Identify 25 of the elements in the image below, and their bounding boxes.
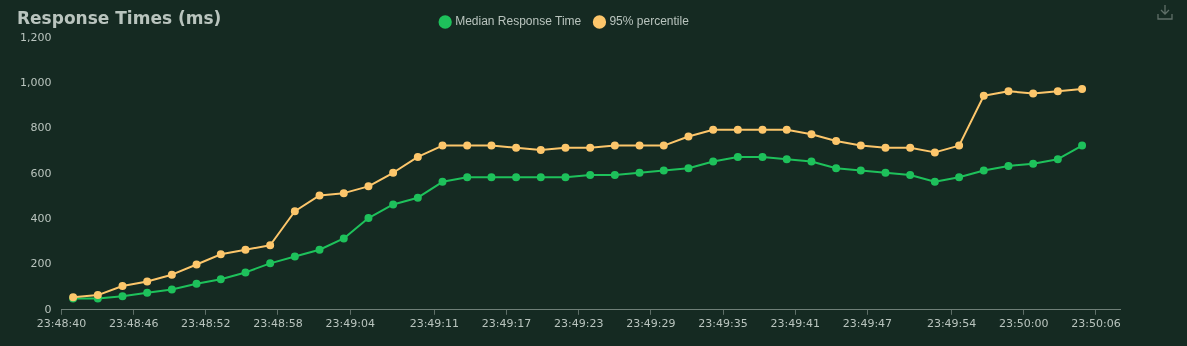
x-tick-label: 23:49:17 <box>481 317 532 331</box>
y-tick-label: 600 <box>30 166 52 180</box>
x-tick-label: 23:49:11 <box>409 317 460 331</box>
x-tick-label: 23:48:40 <box>36 317 87 331</box>
y-tick-label: 400 <box>30 212 52 226</box>
y-tick-label: 1,000 <box>19 76 52 90</box>
y-tick-label: 0 <box>44 302 52 316</box>
x-tick-label: 23:49:35 <box>698 317 748 331</box>
y-tick-label: 800 <box>30 121 52 135</box>
x-tick-label: 23:48:58 <box>253 317 303 331</box>
y-tick-label: 200 <box>30 257 52 271</box>
chart-title: Response Times (ms) <box>17 8 222 28</box>
x-tick-label: 23:48:52 <box>181 317 231 331</box>
x-tick-label: 23:48:46 <box>108 317 159 331</box>
x-tick-label: 23:50:00 <box>999 317 1049 331</box>
x-tick-label: 23:49:47 <box>842 317 893 331</box>
legend-label: Median Response Time <box>455 14 582 29</box>
y-tick-label: 1,200 <box>19 30 52 44</box>
x-tick-label: 23:49:41 <box>770 317 820 331</box>
x-tick-label: 23:49:23 <box>554 317 604 331</box>
x-tick-label: 23:49:54 <box>926 317 977 331</box>
legend-label: 95% percentile <box>609 14 690 29</box>
x-tick-label: 23:49:29 <box>626 317 676 331</box>
x-tick-label: 23:49:04 <box>325 317 375 331</box>
x-tick-label: 23:50:06 <box>1071 317 1121 331</box>
